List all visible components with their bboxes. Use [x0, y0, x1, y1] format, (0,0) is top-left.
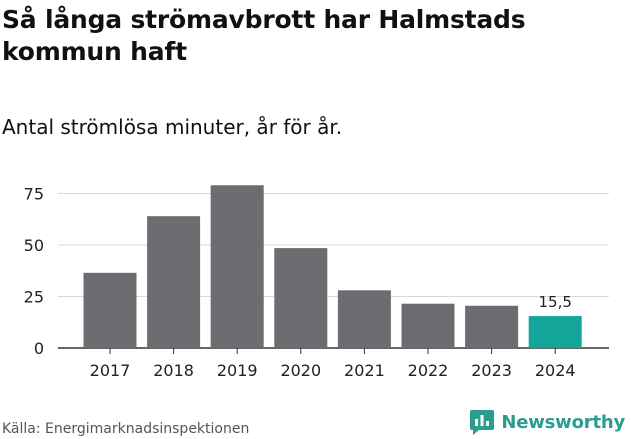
bar-2018	[147, 216, 201, 348]
bar-2024	[528, 316, 582, 348]
x-tick-label-2017: 2017	[90, 361, 131, 380]
y-tick-label: 0	[34, 339, 44, 358]
bar-2020	[274, 248, 328, 348]
bar-2017	[83, 272, 137, 348]
y-axis-ticks: 0 25 50 75	[24, 185, 44, 359]
x-tick-label-2023: 2023	[471, 361, 512, 380]
bar-2022	[401, 303, 455, 348]
bar-2021	[337, 290, 391, 348]
x-tick-label-2020: 2020	[280, 361, 321, 380]
data-labels: 15,5	[538, 293, 571, 311]
x-tick-label-2022: 2022	[408, 361, 449, 380]
x-tick-label-2024: 2024	[535, 361, 576, 380]
x-axis-ticks: 2017 2018 2019 2020 2021 2022 2023 2024	[90, 348, 576, 380]
brand-logo[interactable]: Newsworthy	[469, 408, 625, 436]
bars	[83, 185, 582, 348]
x-tick-label-2021: 2021	[344, 361, 385, 380]
x-tick-label-2018: 2018	[153, 361, 194, 380]
chart-title: Så långa strömavbrott har Halmstads komm…	[2, 5, 526, 66]
y-tick-label: 50	[24, 236, 44, 255]
source-note: Källa: Energimarknadsinspektionen	[2, 421, 250, 437]
bar-2019	[210, 185, 264, 348]
data-label-2024: 15,5	[538, 293, 571, 311]
newsworthy-logo-icon	[470, 410, 495, 435]
y-tick-label: 25	[24, 288, 44, 307]
gridlines	[58, 193, 609, 349]
brand-name: Newsworthy	[501, 411, 625, 433]
y-tick-label: 75	[24, 185, 44, 204]
bar-2023	[465, 305, 519, 348]
bar-chart: 0 25 50 75 15,5 2017 2018 2019 2020 2021 2022 202…	[24, 185, 609, 380]
chart-subtitle: Antal strömlösa minuter, år för år.	[2, 115, 343, 139]
x-tick-label-2019: 2019	[217, 361, 258, 380]
